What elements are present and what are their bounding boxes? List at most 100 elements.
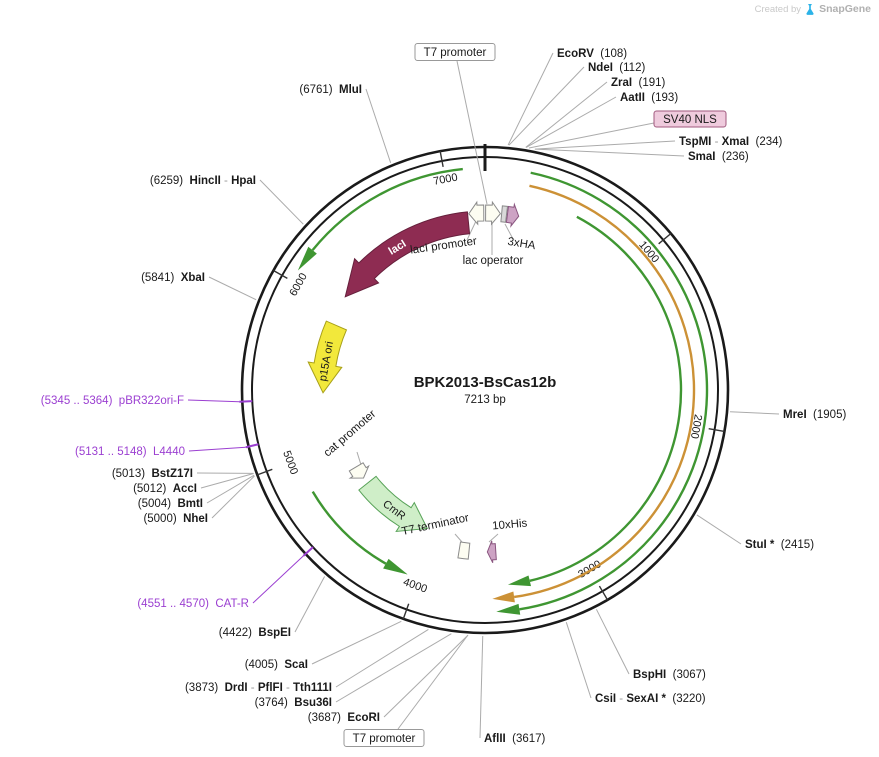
restriction-site-label[interactable]: (6259) HincII - HpaI <box>150 175 256 187</box>
watermark-prefix: Created by <box>754 3 802 15</box>
feature-label-boxed-text[interactable]: T7 promoter <box>424 47 487 59</box>
restriction-site-label[interactable]: (3873) DrdI - PflFI - Tth111I <box>185 682 332 694</box>
feature-lacI[interactable] <box>344 211 471 298</box>
feature-label[interactable]: 3xHA <box>507 236 537 252</box>
restriction-site-label[interactable]: NdeI (112) <box>588 62 645 74</box>
restriction-site-label[interactable]: AflII (3617) <box>484 733 546 745</box>
scale-tick <box>598 585 609 601</box>
scale-tick <box>708 428 725 433</box>
plasmid-size: 7213 bp <box>464 394 506 406</box>
restriction-site-label[interactable]: (5012) AccI <box>133 483 197 495</box>
feature-lacI-promoter[interactable] <box>468 200 485 226</box>
leader-line <box>335 628 429 688</box>
restriction-site-label[interactable]: (5004) BmtI <box>138 498 203 510</box>
feature-arc-lacI-orf[interactable] <box>311 167 463 251</box>
feature-lac-operator[interactable] <box>500 205 509 223</box>
feature-label-box[interactable] <box>653 110 727 128</box>
restriction-site-label[interactable]: SmaI (236) <box>688 151 749 163</box>
restriction-site-label[interactable]: AatII (193) <box>620 92 678 104</box>
watermark-brand: SnapGene <box>819 3 871 15</box>
leader-line <box>504 223 514 240</box>
scale-tick-label: 5000 <box>280 449 300 476</box>
feature-cat-promoter[interactable] <box>348 462 370 479</box>
leader-line <box>508 66 585 146</box>
leader-line <box>479 635 484 739</box>
feature-T7-terminator[interactable] <box>457 541 471 560</box>
restriction-site-label[interactable]: MreI (1905) <box>783 409 846 421</box>
restriction-site-label[interactable]: (5013) BstZ17I <box>112 468 193 480</box>
feature-arc-arrowhead-cas12b-orf-inner <box>507 575 532 587</box>
feature-p15A-ori[interactable] <box>307 320 348 394</box>
feature-3xHA[interactable] <box>505 202 520 228</box>
restriction-site-label[interactable]: TspMI - XmaI (234) <box>679 136 783 148</box>
primer-tick <box>245 443 259 449</box>
feature-CmR[interactable] <box>358 475 429 533</box>
leader-line <box>466 220 477 241</box>
leader-line <box>534 140 676 150</box>
restriction-site-label[interactable]: (6761) MluI <box>299 84 362 96</box>
leader-line <box>206 474 255 504</box>
restriction-site-label[interactable]: CsiI - SexAI * (3220) <box>595 693 706 705</box>
leader-line <box>383 635 469 718</box>
scale-tick <box>257 468 273 476</box>
feature-label-boxed-text[interactable]: T7 promoter <box>353 733 416 745</box>
leader-line <box>528 122 655 149</box>
leader-line <box>696 514 742 545</box>
feature-arc-cas12b-misc[interactable] <box>513 184 696 599</box>
primer-leader-line <box>187 399 240 403</box>
leader-line <box>456 60 488 205</box>
feature-T7-promoter[interactable] <box>485 200 502 226</box>
leader-line <box>311 620 402 665</box>
scale-tick <box>439 151 444 168</box>
feature-label[interactable]: cat promoter <box>322 408 379 460</box>
primer-leader-line <box>188 446 246 452</box>
leader-line <box>200 473 254 489</box>
feature-arc-arrowhead-cmr-orf <box>383 558 408 575</box>
feature-label-box[interactable] <box>414 43 496 61</box>
feature-10xHis[interactable] <box>486 540 497 564</box>
restriction-site-label[interactable]: BspHI (3067) <box>633 669 706 681</box>
feature-label[interactable]: lac operator <box>463 255 524 267</box>
restriction-site-label[interactable]: (3764) Bsu36I <box>255 697 332 709</box>
restriction-site-label[interactable]: (4422) BspEI <box>219 627 291 639</box>
leader-line <box>454 533 463 543</box>
primer-label[interactable]: (4551 .. 4570) CAT-R <box>137 598 249 610</box>
scale-tick <box>273 269 288 279</box>
snapgene-logo-icon <box>806 4 814 15</box>
scale-tick <box>658 232 672 245</box>
feature-arc-cmr-orf[interactable] <box>311 490 387 565</box>
feature-arc-arrowhead-cas12b-orf-outer <box>496 603 521 615</box>
restriction-site-label[interactable]: ZraI (191) <box>611 77 666 89</box>
restriction-site-label[interactable]: (5841) XbaI <box>141 272 205 284</box>
primer-tick <box>239 400 253 403</box>
feature-arc-arrowhead-cas12b-misc <box>492 591 515 603</box>
leader-line <box>365 88 392 163</box>
primer-label[interactable]: (5131 .. 5148) L4440 <box>75 446 185 458</box>
restriction-site-label[interactable]: (3687) EcoRI <box>308 712 380 724</box>
scale-tick-label: 4000 <box>402 576 429 596</box>
feature-arc-arrowhead-lacI-orf <box>297 246 317 271</box>
feature-arc-cas12b-orf-inner[interactable] <box>529 215 683 582</box>
leader-line <box>730 411 780 415</box>
scale-tick-label: 6000 <box>287 271 309 298</box>
restriction-site-label[interactable]: EcoRV (108) <box>557 48 627 60</box>
restriction-site-label[interactable]: (4005) ScaI <box>245 659 308 671</box>
leader-line <box>507 52 554 146</box>
scale-tick <box>402 603 410 620</box>
feature-label[interactable]: 10xHis <box>492 517 528 532</box>
restriction-site-label[interactable]: (5000) NheI <box>143 513 208 525</box>
leader-line <box>525 81 608 148</box>
leader-line <box>525 96 617 148</box>
leader-line <box>211 475 255 519</box>
primer-label[interactable]: (5345 .. 5364) pBR322ori-F <box>41 395 184 407</box>
restriction-site-label[interactable]: StuI * (2415) <box>745 539 814 551</box>
feature-label-box[interactable] <box>343 729 425 747</box>
watermark: Created by SnapGene <box>755 3 871 15</box>
leader-line <box>535 148 685 157</box>
feature-arc-cas12b-orf-outer[interactable] <box>519 171 709 611</box>
feature-label-boxed-text[interactable]: SV40 NLS <box>663 114 717 126</box>
scale-tick-label: 7000 <box>432 172 458 188</box>
leader-line <box>335 633 452 703</box>
